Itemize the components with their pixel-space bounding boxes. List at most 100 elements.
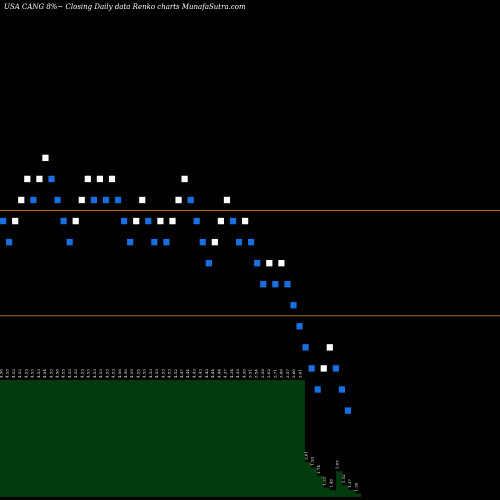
renko-brick xyxy=(181,175,188,183)
volume-label: 3.57 xyxy=(285,369,290,378)
volume-label: 4.54 xyxy=(42,369,47,378)
renko-brick xyxy=(326,344,333,351)
volume-label: 4.53 xyxy=(167,369,172,378)
renko-brick xyxy=(157,217,164,225)
volume-label: 1.20 xyxy=(353,482,358,491)
renko-brick xyxy=(290,302,297,309)
renko-brick xyxy=(296,323,303,330)
volume-label: 4.53 xyxy=(142,369,147,378)
renko-brick xyxy=(266,259,273,267)
volume-label: 4.35 xyxy=(235,369,240,378)
volume-label: 4.43 xyxy=(198,369,203,378)
renko-brick xyxy=(193,217,200,225)
renko-brick xyxy=(114,196,122,204)
renko-brick xyxy=(36,175,43,183)
volume-label: 4.44 xyxy=(210,369,215,378)
volume-label: 4.47 xyxy=(179,369,184,378)
renko-brick xyxy=(121,217,128,225)
renko-brick xyxy=(169,217,176,225)
renko-brick xyxy=(42,154,49,162)
volume-label: 1.48 xyxy=(328,479,333,488)
volume-label: 4.36 xyxy=(241,369,246,378)
volume-label: 4.56 xyxy=(117,369,122,378)
volume-label: 3.71 xyxy=(272,369,277,378)
renko-brick xyxy=(254,259,261,267)
volume-label: 4.43 xyxy=(191,369,196,378)
level-lines xyxy=(0,210,500,317)
renko-brick xyxy=(248,238,255,246)
renko-brick xyxy=(6,238,13,246)
renko-brick xyxy=(314,386,321,393)
volume-area xyxy=(0,380,362,497)
volume-label: 3.62 xyxy=(266,369,271,378)
volume-label: 4.53 xyxy=(5,369,10,378)
volume-label: 4.43 xyxy=(204,369,209,378)
renko-brick xyxy=(217,217,224,225)
volume-label: 4.52 xyxy=(11,369,16,378)
renko-brick xyxy=(284,281,291,288)
renko-brick xyxy=(78,196,85,204)
volume-label: 4.53 xyxy=(160,369,165,378)
renko-brick xyxy=(60,217,67,225)
renko-brick xyxy=(229,217,237,225)
renko-brick xyxy=(84,175,91,183)
renko-brick xyxy=(18,196,25,204)
renko-brick xyxy=(338,386,345,393)
volume-label: 4.50 xyxy=(123,369,128,378)
renko-brick xyxy=(24,175,31,183)
volume-label: 4.44 xyxy=(216,369,221,378)
volume-label: 4.53 xyxy=(48,369,53,378)
volume-label: 4.55 xyxy=(135,369,140,378)
renko-bricks xyxy=(0,154,352,414)
renko-brick xyxy=(133,217,140,225)
volume-label: 3.60 xyxy=(279,369,284,378)
volume-label: 2.01 xyxy=(304,451,309,460)
volume-label: 4.56 xyxy=(0,369,4,378)
volume-label: 1.74 xyxy=(316,465,321,474)
volume-label: 4.34 xyxy=(229,369,234,378)
renko-brick xyxy=(242,217,249,225)
renko-brick xyxy=(344,407,352,414)
volume-label: 3.61 xyxy=(297,369,302,378)
renko-brick xyxy=(96,175,103,183)
renko-brick xyxy=(260,281,267,288)
renko-brick xyxy=(54,196,61,204)
volume-label: 4.53 xyxy=(61,369,66,378)
volume-label: 3.58 xyxy=(260,369,265,378)
volume-label: 4.53 xyxy=(17,369,22,378)
volume-labels: 4.56 4.53 4.52 4.53 4.53 4.53 4.53 4.54 4.53 4.56… xyxy=(0,369,358,492)
renko-brick xyxy=(12,217,19,225)
renko-brick xyxy=(320,365,327,372)
volume-fill xyxy=(0,380,362,497)
renko-brick xyxy=(199,238,206,246)
volume-label: 4.53 xyxy=(92,369,97,378)
volume-label: 4.53 xyxy=(154,369,159,378)
volume-label: 1.93 xyxy=(310,456,315,465)
renko-brick xyxy=(175,196,182,204)
renko-brick xyxy=(30,196,37,204)
volume-label: 4.52 xyxy=(173,369,178,378)
renko-brick xyxy=(278,259,285,267)
renko-brick xyxy=(308,365,315,372)
renko-brick xyxy=(90,196,97,204)
renko-brick xyxy=(235,238,243,246)
volume-label: 4.53 xyxy=(111,369,116,378)
volume-label: 1.52 xyxy=(341,474,346,483)
renko-brick xyxy=(272,281,279,288)
renko-brick xyxy=(151,238,158,246)
volume-label: 4.37 xyxy=(223,369,228,378)
volume-label: 1.65 xyxy=(335,460,340,469)
renko-brick xyxy=(127,238,134,246)
renko-brick xyxy=(48,175,55,183)
volume-label: 4.53 xyxy=(73,369,78,378)
volume-label: 4.53 xyxy=(30,369,35,378)
volume-label: 4.53 xyxy=(23,369,28,378)
volume-label: 3.54 xyxy=(254,369,259,378)
renko-brick xyxy=(139,196,146,204)
volume-label: 4.56 xyxy=(55,369,60,378)
chart-title: USA CANG 8%~ Closing Daily data Renko ch… xyxy=(4,3,246,11)
renko-brick xyxy=(302,344,309,351)
renko-brick xyxy=(145,217,152,225)
